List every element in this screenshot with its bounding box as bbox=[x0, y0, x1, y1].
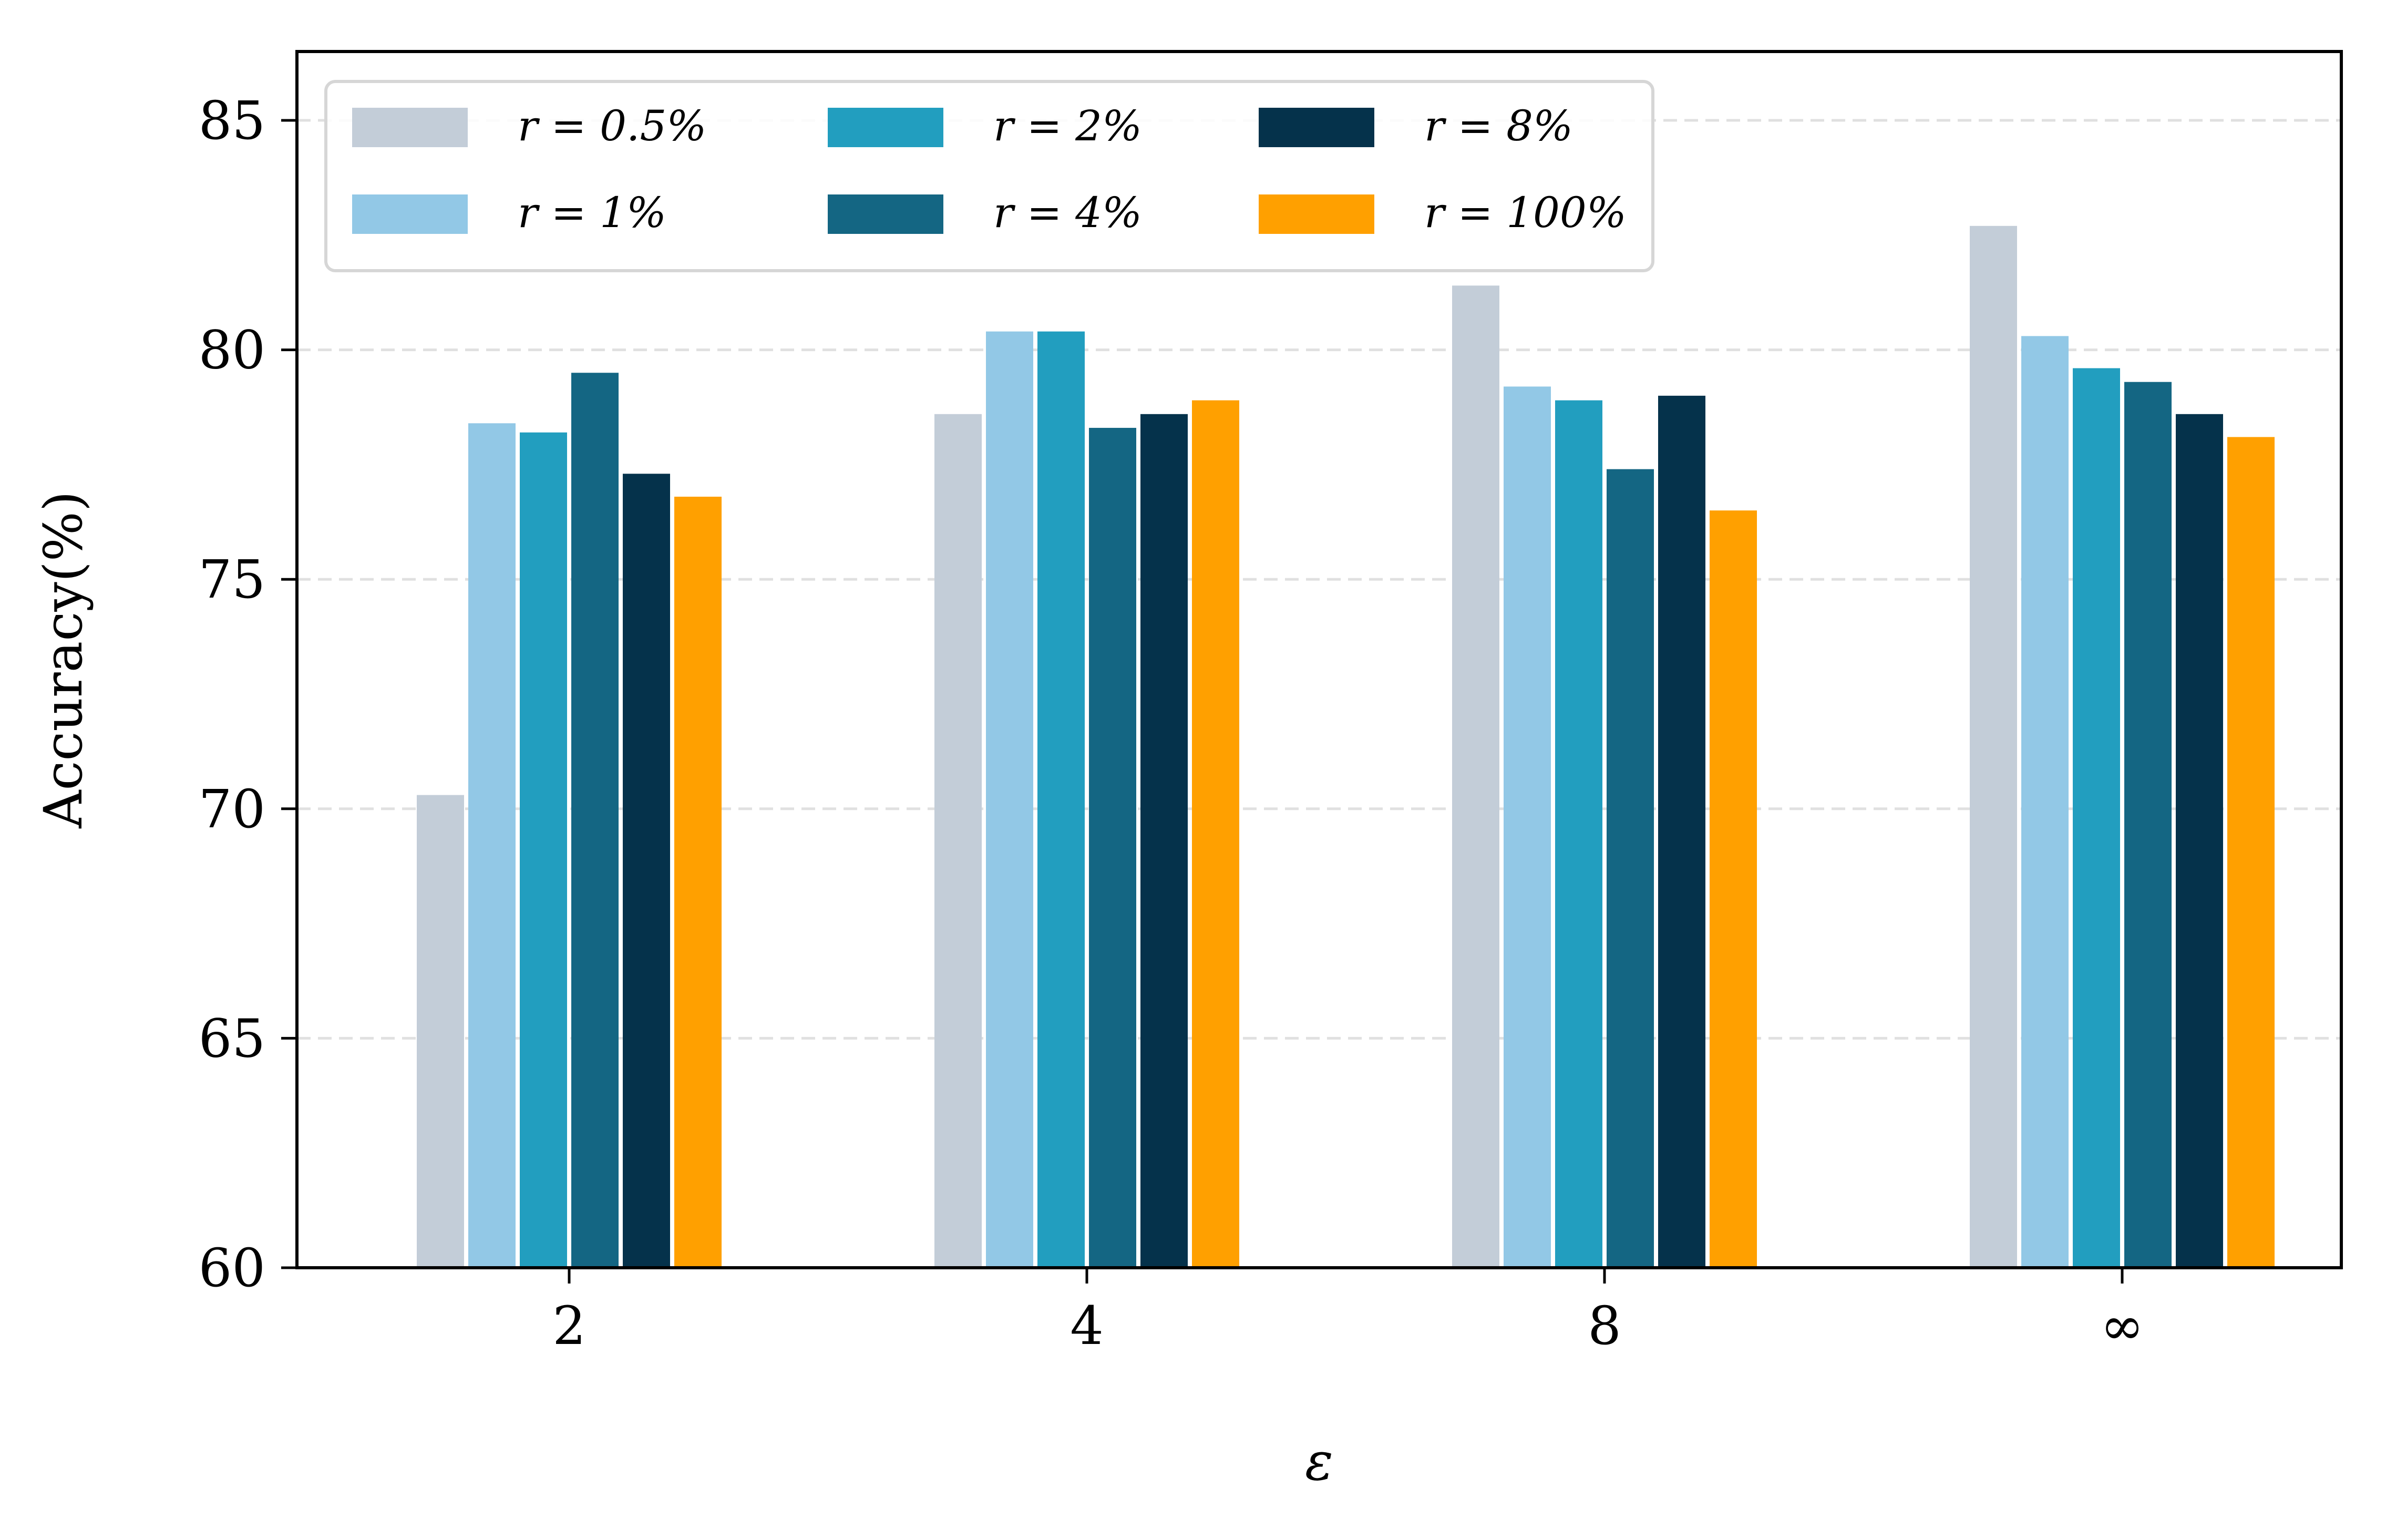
y-tick-label: 75 bbox=[199, 549, 265, 610]
bar bbox=[1658, 395, 1705, 1268]
bar bbox=[934, 414, 982, 1268]
y-tick-label: 60 bbox=[199, 1237, 265, 1299]
bar bbox=[417, 795, 464, 1268]
legend-label: r = 0.5% bbox=[518, 101, 706, 150]
legend-swatch bbox=[352, 194, 468, 234]
legend-label: r = 100% bbox=[1424, 188, 1627, 237]
legend-swatch bbox=[1259, 194, 1374, 234]
bar bbox=[1970, 225, 2017, 1268]
bars bbox=[417, 225, 2275, 1268]
legend-label: r = 2% bbox=[993, 101, 1142, 150]
y-axis-label: Accuracy(%) bbox=[33, 491, 94, 829]
bar bbox=[1710, 510, 1757, 1268]
legend-label: r = 4% bbox=[993, 188, 1142, 237]
bar bbox=[468, 423, 516, 1268]
bar bbox=[1452, 285, 1499, 1268]
bar bbox=[1555, 400, 1602, 1268]
y-tick-label: 70 bbox=[199, 778, 265, 840]
x-axis-label: ε bbox=[1305, 1431, 1333, 1492]
bar bbox=[571, 373, 619, 1268]
bar bbox=[1504, 386, 1551, 1268]
bar bbox=[623, 474, 670, 1268]
y-tick-label: 85 bbox=[199, 90, 265, 151]
bar bbox=[986, 331, 1033, 1268]
y-tick-label: 65 bbox=[199, 1008, 265, 1069]
x-axis: 2 4 8 ∞ bbox=[552, 1268, 2144, 1357]
legend-swatch bbox=[828, 194, 943, 234]
bar bbox=[1037, 331, 1085, 1268]
x-tick-label: 8 bbox=[1588, 1295, 1621, 1357]
legend-label: r = 1% bbox=[518, 188, 666, 237]
plot-frame bbox=[295, 50, 2343, 1269]
x-tick-label: ∞ bbox=[2100, 1295, 2144, 1357]
bar bbox=[2176, 414, 2223, 1268]
y-tick-label: 80 bbox=[199, 320, 265, 381]
bar bbox=[1607, 469, 1654, 1268]
legend-swatch bbox=[1259, 108, 1374, 147]
bar bbox=[1089, 428, 1136, 1268]
bar bbox=[2073, 368, 2120, 1268]
legend-label: r = 8% bbox=[1424, 101, 1573, 150]
legend: r = 0.5% r = 1% r = 2% r = 4% r = 8% r = 100% bbox=[324, 80, 1654, 272]
bar bbox=[674, 497, 722, 1268]
bar bbox=[2227, 437, 2275, 1268]
x-tick-label: 2 bbox=[552, 1295, 586, 1357]
x-tick-label: 4 bbox=[1070, 1295, 1104, 1357]
y-axis: 60 65 70 75 80 85 bbox=[199, 90, 297, 1299]
legend-swatch bbox=[352, 108, 468, 147]
bar bbox=[520, 432, 567, 1268]
bar bbox=[2021, 336, 2069, 1268]
bar bbox=[1192, 400, 1239, 1268]
bar bbox=[2124, 382, 2172, 1268]
legend-swatch bbox=[828, 108, 943, 147]
bar bbox=[1140, 414, 1188, 1268]
